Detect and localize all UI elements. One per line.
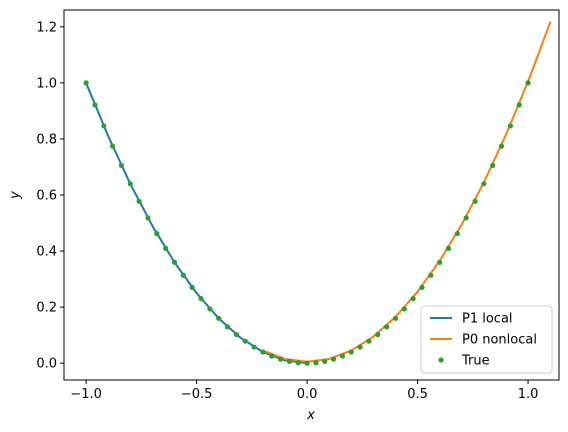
data-point	[189, 284, 195, 290]
data-point	[339, 353, 346, 359]
data-point	[437, 259, 443, 265]
data-point	[269, 353, 275, 359]
y-tick-label: 0.2	[36, 301, 57, 316]
legend: P1 local P0 nonlocal True	[420, 305, 553, 374]
y-tick-label: 0.8	[36, 132, 57, 147]
data-point	[224, 324, 231, 330]
data-point	[525, 80, 531, 86]
data-point	[322, 358, 328, 364]
data-point	[207, 306, 213, 312]
data-point	[419, 284, 425, 290]
data-point	[251, 344, 257, 350]
data-point	[136, 198, 142, 204]
data-point	[154, 230, 160, 237]
y-axis: 0.0 0.2 0.4 0.6 0.8 1.0 1.2	[36, 20, 64, 372]
y-tick-label: 0.0	[36, 357, 57, 372]
data-point	[445, 245, 452, 251]
data-point	[83, 80, 89, 86]
y-tick-label: 0.6	[36, 189, 57, 204]
data-point	[101, 123, 107, 129]
legend-box	[420, 305, 553, 374]
data-point	[233, 331, 239, 338]
data-point	[216, 315, 222, 321]
data-point	[180, 272, 186, 278]
y-tick-label: 1.2	[36, 20, 57, 35]
series-line-0	[84, 81, 309, 365]
x-tick-label: −0.5	[181, 387, 213, 402]
data-point	[286, 358, 292, 364]
data-point	[295, 360, 301, 366]
data-point	[242, 338, 248, 344]
x-axis: −1.0 −0.5 0.0 0.5 1.0	[70, 380, 538, 402]
x-tick-label: 1.0	[518, 387, 539, 402]
legend-label: P1 local	[462, 312, 513, 327]
x-tick-label: −1.0	[70, 387, 102, 402]
data-point	[481, 181, 487, 187]
data-point	[410, 296, 416, 302]
data-point	[145, 215, 151, 221]
data-point	[92, 102, 98, 108]
data-point	[454, 230, 460, 237]
data-point	[498, 143, 505, 149]
series-layer	[83, 21, 552, 366]
data-point	[348, 349, 354, 355]
data-point	[331, 356, 337, 362]
data-point	[277, 356, 284, 362]
data-point	[163, 245, 169, 251]
data-point	[463, 215, 469, 221]
data-point	[304, 360, 310, 366]
data-point	[110, 143, 116, 149]
y-axis-label: y	[8, 191, 23, 200]
data-point	[366, 338, 372, 344]
y-tick-label: 1.0	[36, 76, 57, 91]
x-axis-label: x	[306, 408, 315, 423]
data-point	[428, 272, 434, 278]
data-point	[260, 349, 266, 355]
data-point	[401, 306, 407, 312]
data-point	[171, 259, 178, 265]
data-point	[127, 181, 133, 187]
data-point	[472, 198, 478, 204]
data-point	[516, 102, 522, 108]
y-tick-label: 0.4	[36, 245, 57, 260]
data-point	[313, 360, 319, 366]
data-point	[357, 344, 363, 350]
data-point	[490, 162, 496, 168]
x-tick-label: 0.5	[407, 387, 428, 402]
data-point	[198, 296, 204, 302]
data-point	[384, 324, 390, 330]
data-point	[392, 315, 399, 321]
data-point	[507, 123, 513, 129]
data-point	[118, 162, 125, 168]
legend-label: P0 nonlocal	[462, 333, 537, 348]
legend-swatch	[438, 357, 444, 363]
x-tick-label: 0.0	[297, 387, 318, 402]
data-point	[375, 331, 381, 338]
series-line-1	[261, 21, 552, 363]
legend-label: True	[461, 354, 490, 369]
